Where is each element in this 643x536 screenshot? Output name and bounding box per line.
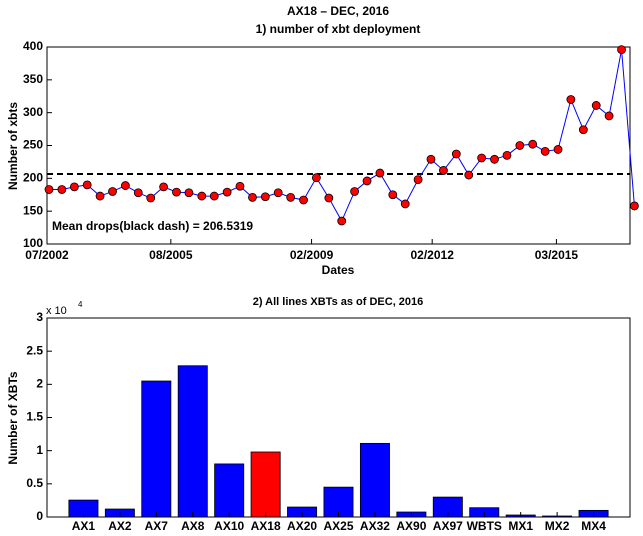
y-tick-label: 150 — [23, 203, 43, 217]
data-point — [502, 150, 512, 160]
x-tick-label: MX2 — [545, 519, 570, 533]
data-point — [350, 187, 359, 196]
data-point — [222, 187, 232, 197]
data-point — [197, 191, 207, 201]
data-point — [630, 201, 639, 211]
y-tick-label: 400 — [23, 39, 43, 53]
data-point — [311, 173, 321, 183]
x-tick-label: AX97 — [433, 519, 463, 533]
y-tick-label: 300 — [23, 105, 43, 119]
data-point — [299, 195, 308, 205]
y-tick-label: 0 — [36, 509, 43, 523]
x-tick-label: AX20 — [287, 519, 317, 533]
data-point — [121, 181, 130, 190]
y-multiplier-exponent: 4 — [78, 300, 83, 309]
x-tick-label: 07/2002 — [25, 248, 69, 262]
y-axis-label: Number of xbts — [6, 102, 20, 190]
data-point — [69, 182, 79, 192]
x-tick-label: WBTS — [467, 519, 502, 533]
y-axis-label: Number of XBTs — [6, 371, 20, 464]
data-point — [57, 185, 67, 194]
x-tick-label: AX10 — [214, 519, 244, 533]
data-point — [172, 187, 181, 197]
data-point — [578, 125, 588, 135]
x-axis-label: Dates — [322, 263, 355, 277]
x-tick-label: AX1 — [72, 519, 96, 533]
data-point — [413, 175, 423, 185]
chart-subtitle: 1) number of xbt deployment — [256, 22, 421, 36]
x-tick-label: AX25 — [323, 519, 353, 533]
x-tick-label: AX18 — [251, 519, 281, 533]
data-point — [248, 192, 257, 202]
bar — [214, 463, 245, 518]
annotation: Mean drops(black dash) = 206.5319 — [52, 219, 253, 233]
y-tick-label: 2.5 — [26, 343, 43, 357]
data-point — [362, 176, 372, 186]
x-tick-label: AX8 — [181, 519, 205, 533]
data-point — [82, 180, 92, 190]
x-tick-label: 02/2009 — [290, 248, 334, 262]
chart-title: AX18 – DEC, 2016 — [287, 4, 389, 18]
data-point — [260, 192, 270, 202]
x-tick-label: MX4 — [581, 519, 606, 533]
y-tick-label: 100 — [23, 236, 43, 250]
data-point — [273, 188, 283, 198]
data-point — [439, 166, 448, 175]
data-point — [324, 193, 334, 203]
x-tick-label: AX7 — [145, 519, 169, 533]
data-point — [95, 191, 105, 201]
data-point — [146, 193, 156, 203]
y-tick-label: 3 — [36, 310, 43, 324]
y-tick-label: 350 — [23, 72, 43, 86]
data-point — [209, 191, 219, 201]
data-point — [528, 139, 538, 149]
x-tick-label: MX1 — [508, 519, 533, 533]
bar — [250, 451, 281, 518]
y-tick-label: 250 — [23, 138, 43, 152]
bar — [359, 442, 390, 518]
data-point — [375, 168, 385, 178]
y-tick-label: 1.5 — [26, 410, 43, 424]
data-point — [566, 95, 576, 104]
data-point — [540, 147, 550, 156]
y-multiplier: x 10 — [46, 305, 67, 317]
data-point — [426, 154, 436, 164]
bar — [177, 365, 208, 518]
x-tick-label: 02/2012 — [410, 248, 454, 262]
y-tick-label: 2 — [36, 377, 43, 391]
data-point — [553, 145, 563, 154]
x-tick-label: AX90 — [396, 519, 426, 533]
y-tick-label: 200 — [23, 171, 43, 185]
data-point — [108, 187, 117, 196]
x-tick-label: 08/2005 — [149, 248, 193, 262]
x-tick-label: AX32 — [360, 519, 390, 533]
data-point — [591, 101, 601, 110]
data-point — [388, 190, 398, 200]
chart-title: 2) All lines XBTs as of DEC, 2016 — [253, 296, 424, 308]
data-point — [184, 188, 194, 198]
data-point — [337, 216, 347, 226]
data-point — [464, 170, 474, 180]
data-point — [44, 185, 54, 194]
data-point — [159, 182, 169, 192]
x-tick-label: AX2 — [108, 519, 132, 533]
data-point — [617, 45, 626, 55]
x-tick-label: 03/2015 — [535, 248, 579, 262]
data-point — [400, 199, 410, 209]
y-tick-label: 1 — [36, 443, 43, 457]
data-point — [133, 188, 143, 198]
data-point — [515, 141, 525, 150]
data-point — [477, 153, 487, 163]
data-point — [286, 192, 296, 202]
y-tick-label: 0.5 — [26, 476, 43, 490]
data-point — [235, 181, 245, 191]
data-point — [604, 111, 614, 121]
data-point — [490, 154, 499, 164]
bar — [141, 380, 172, 518]
data-point — [451, 149, 461, 159]
